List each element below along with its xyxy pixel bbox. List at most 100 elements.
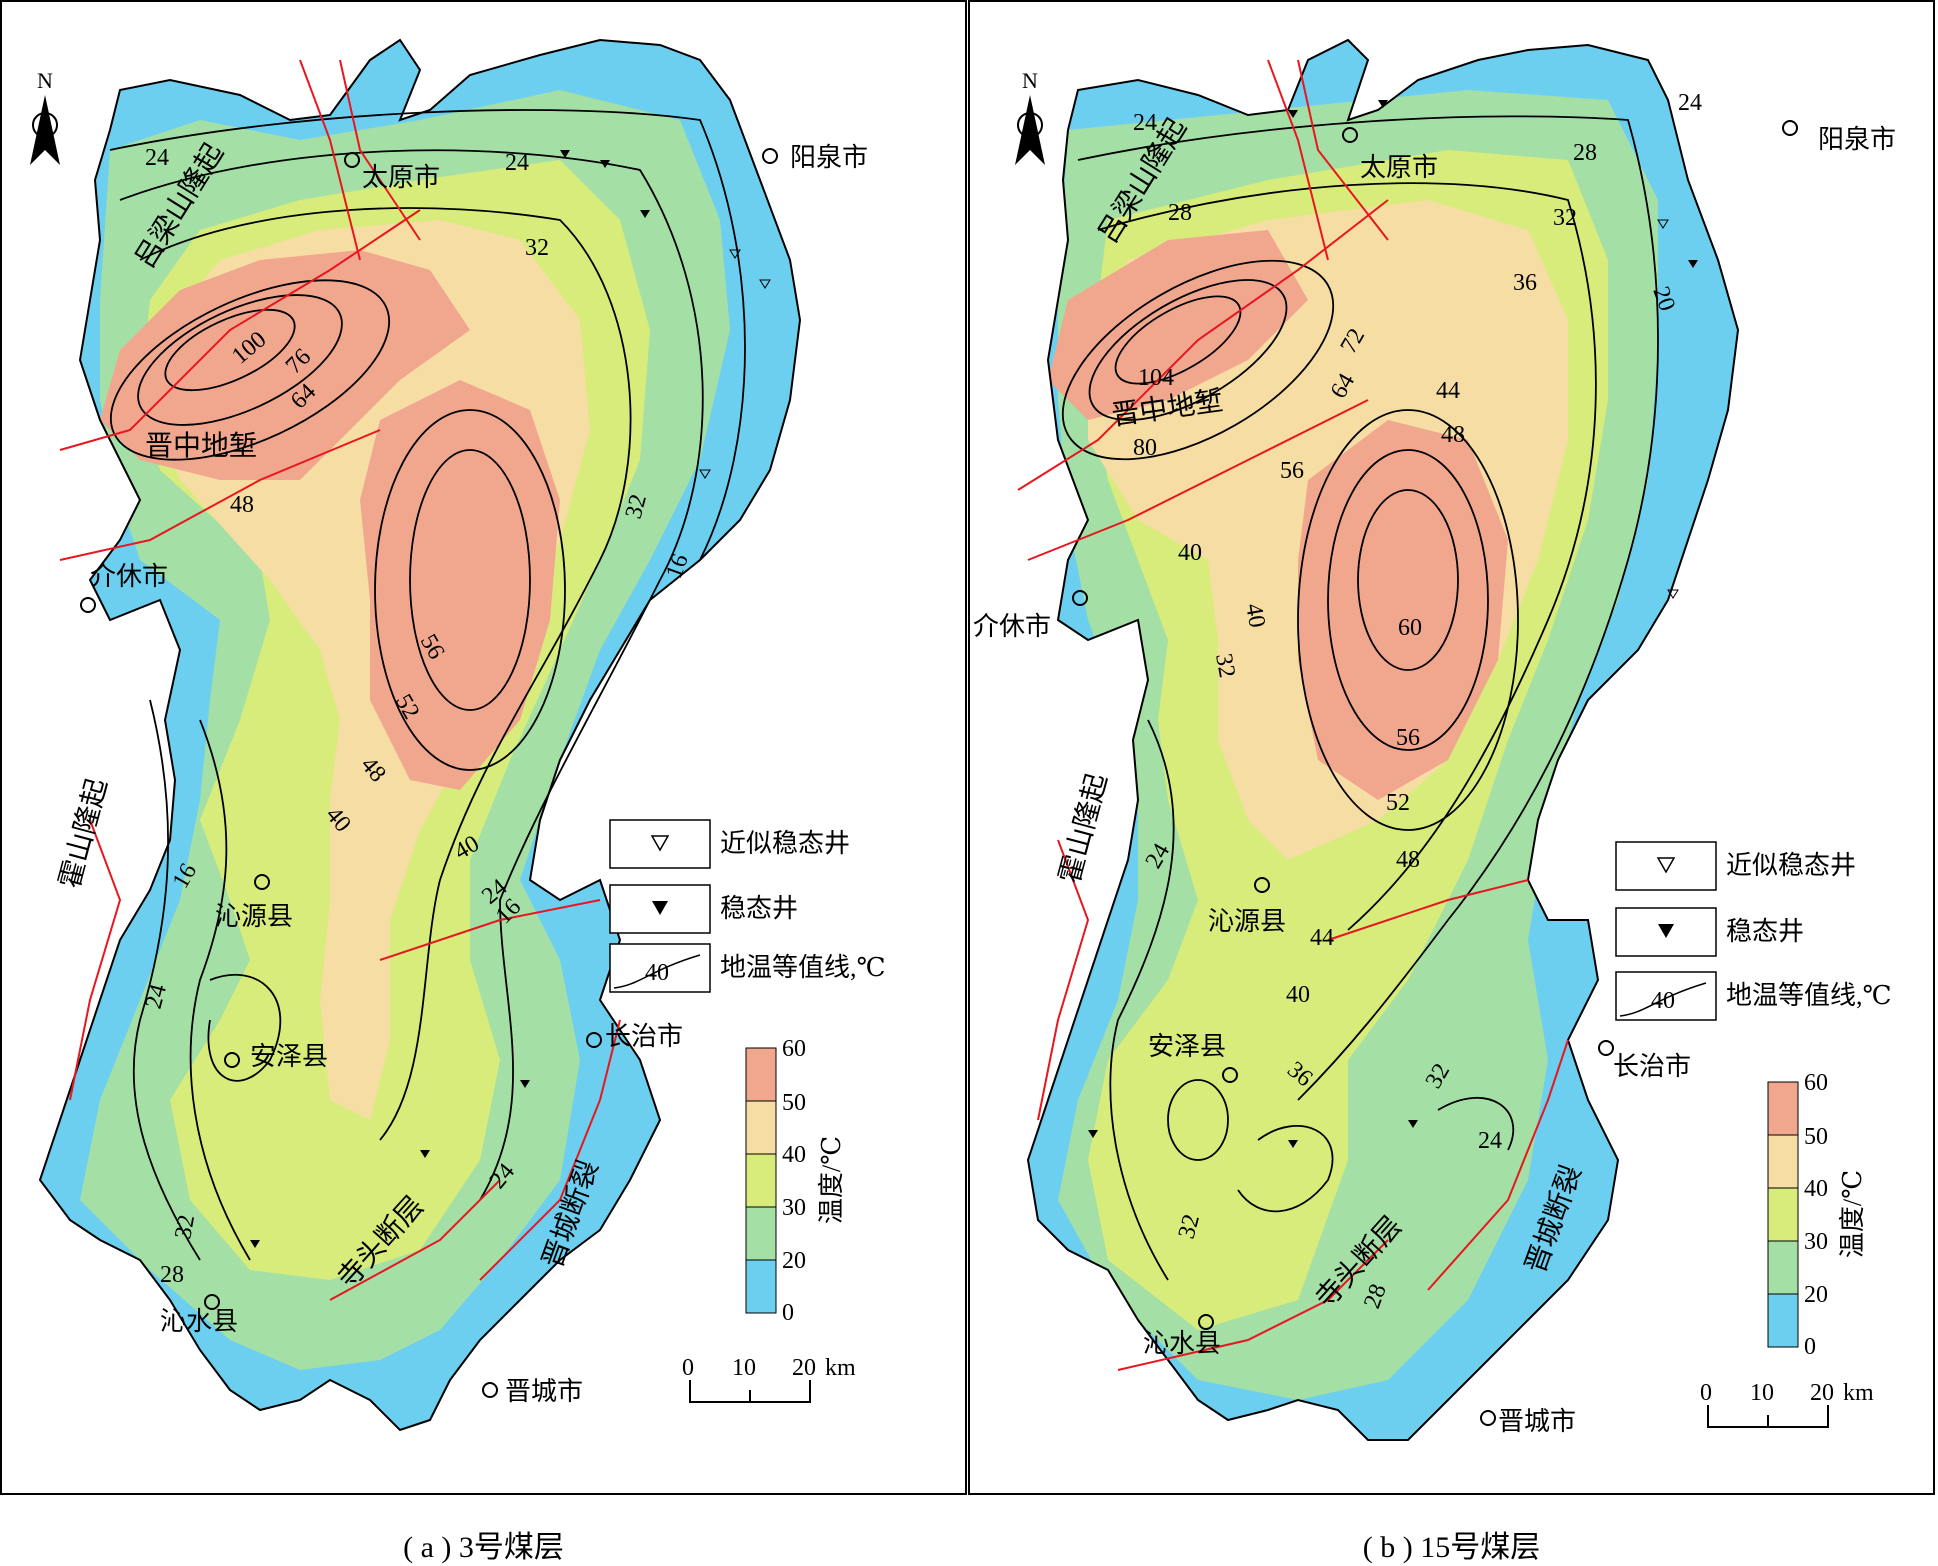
colorbar-tick: 60 [782,1036,806,1062]
place-taiyuan: 太原市 [362,163,440,192]
caption-a: ( a ) 3号煤层 [403,1531,564,1564]
structure-huoshan: 霍山隆起 [1054,770,1114,886]
faults-b [1017,59,1569,1371]
scale-bar-b: 0 10 20 km [1700,1380,1874,1428]
colorbar-tick: 0 [782,1300,794,1326]
contour-label: 24 [145,145,169,171]
contour-label: 44 [1436,378,1460,404]
colorbar-tick: 30 [1804,1229,1828,1255]
colorbar-tick: 20 [1804,1282,1828,1308]
scale-tick: 0 [682,1355,694,1381]
contour-label: 48 [1396,847,1420,873]
colorbar-title: 温度/℃ [817,1136,846,1224]
contour-label: 56 [1396,725,1420,751]
place-anze: 安泽县 [250,1042,328,1071]
place-qinyuan: 沁源县 [1208,907,1286,936]
wells-b [1088,100,1698,1148]
legend-b: 近似稳态井 稳态井 40 地温等值线,℃ [1615,841,1892,1021]
north-label: N [1022,68,1038,93]
place-labels-a: 太原市 阳泉市 介休市 沁源县 安泽县 长治市 沁水县 晋城市 [90,143,868,1406]
compass-a: N [30,68,60,165]
scale-tick: 20 [792,1355,816,1381]
legend-isotherm-sample: 40 [1651,988,1675,1014]
faults-a [59,59,621,1301]
colorbar-a: 60 50 40 30 20 0 温度/℃ [745,1036,846,1326]
scale-unit: km [825,1355,856,1381]
panel-a-frame [0,0,967,1495]
basin-outline-a [38,38,802,1432]
contour-label: 24 [1678,90,1702,116]
colorbar-tick: 40 [1804,1176,1828,1202]
basin-outline-b [1026,38,1740,1441]
temperature-field-a [40,40,800,1430]
wells-a [250,150,771,1248]
band-50-60 [100,250,560,790]
contour-label: 36 [1513,270,1537,296]
panel-b-frame [968,0,1935,1495]
contour-label: 32 [1553,205,1577,231]
contour-label: 60 [1398,615,1422,641]
place-anze: 安泽县 [1148,1032,1226,1061]
contour-label: 48 [1441,422,1465,448]
contour-label: 56 [1280,458,1304,484]
isotherms-a [109,109,746,1261]
place-markers-a [80,148,778,1398]
legend-isotherm: 地温等值线,℃ [720,953,886,982]
place-jiexiu: 介休市 [90,562,168,591]
colorbar-b: 60 50 40 30 20 0 温度/℃ [1767,1070,1867,1360]
map-panel-a: N 太原市 阳泉市 介休市 沁源县 安泽县 长治市 沁水县 晋城市 吕梁山隆起 … [0,0,967,1495]
place-taiyuan: 太原市 [1360,153,1438,182]
band-50-60 [1048,230,1508,800]
contour-label: 28 [1168,200,1192,226]
legend-steady: 稳态井 [1726,917,1804,946]
legend-a: 近似稳态井 稳态井 40 地温等值线,℃ [609,819,886,993]
contour-label: 24 [505,150,529,176]
scale-tick: 0 [1700,1380,1712,1406]
legend-steady: 稳态井 [720,894,798,923]
place-jiexiu: 介休市 [973,612,1051,641]
colorbar-tick: 30 [782,1195,806,1221]
contour-label: 40 [1240,602,1270,630]
place-jincheng: 晋城市 [505,1377,583,1406]
legend-approx-steady: 近似稳态井 [720,829,850,858]
legend-approx-steady: 近似稳态井 [1726,851,1856,880]
scale-bar-a: 0 10 20 km [682,1355,856,1403]
place-changzhi: 长治市 [605,1022,683,1051]
contour-label: 104 [1138,365,1174,391]
place-yangquan: 阳泉市 [1818,125,1896,154]
place-qinshui: 沁水县 [1143,1329,1221,1358]
map-panel-b: N 太原市 阳泉市 介休市 沁源县 安泽县 长治市 沁水县 晋城市 吕梁山隆起 … [968,0,1935,1495]
north-label: N [37,68,53,93]
contour-labels-b: 24 28 24 28 32 36 20 104 80 72 64 44 48 … [1133,90,1702,1312]
scale-unit: km [1843,1380,1874,1406]
place-yangquan: 阳泉市 [790,143,868,172]
contour-label: 32 [170,1213,200,1241]
legend-isotherm: 地温等值线,℃ [1726,981,1892,1010]
contour-label: 40 [1178,540,1202,566]
colorbar-tick: 40 [782,1142,806,1168]
colorbar-tick: 0 [1804,1334,1816,1360]
compass-b: N [1015,68,1045,165]
contour-label: 32 [525,235,549,261]
contour-label: 52 [1386,790,1410,816]
colorbar-title: 温度/℃ [1838,1170,1867,1258]
map-b-svg: N 太原市 阳泉市 介休市 沁源县 安泽县 长治市 沁水县 晋城市 吕梁山隆起 … [968,0,1935,1495]
colorbar-tick: 50 [782,1090,806,1116]
colorbar-tick: 50 [1804,1124,1828,1150]
place-qinyuan: 沁源县 [215,902,293,931]
place-jincheng: 晋城市 [1498,1407,1576,1436]
colorbar-tick: 20 [782,1248,806,1274]
place-qinshui: 沁水县 [160,1307,238,1336]
map-a-svg: N 太原市 阳泉市 介休市 沁源县 安泽县 长治市 沁水县 晋城市 吕梁山隆起 … [0,0,967,1495]
isotherms-b [1061,115,1659,1281]
contour-label: 44 [1310,925,1334,951]
contour-label: 24 [1133,110,1157,136]
place-markers-b [1072,120,1798,1426]
contour-label: 24 [1478,1128,1502,1154]
contour-label: 32 [1210,652,1240,680]
contour-label: 40 [1286,982,1310,1008]
structure-huoshan: 霍山隆起 [54,775,114,891]
contour-label: 28 [1573,140,1597,166]
contour-label: 48 [230,492,254,518]
place-labels-b: 太原市 阳泉市 介休市 沁源县 安泽县 长治市 沁水县 晋城市 [973,125,1896,1436]
